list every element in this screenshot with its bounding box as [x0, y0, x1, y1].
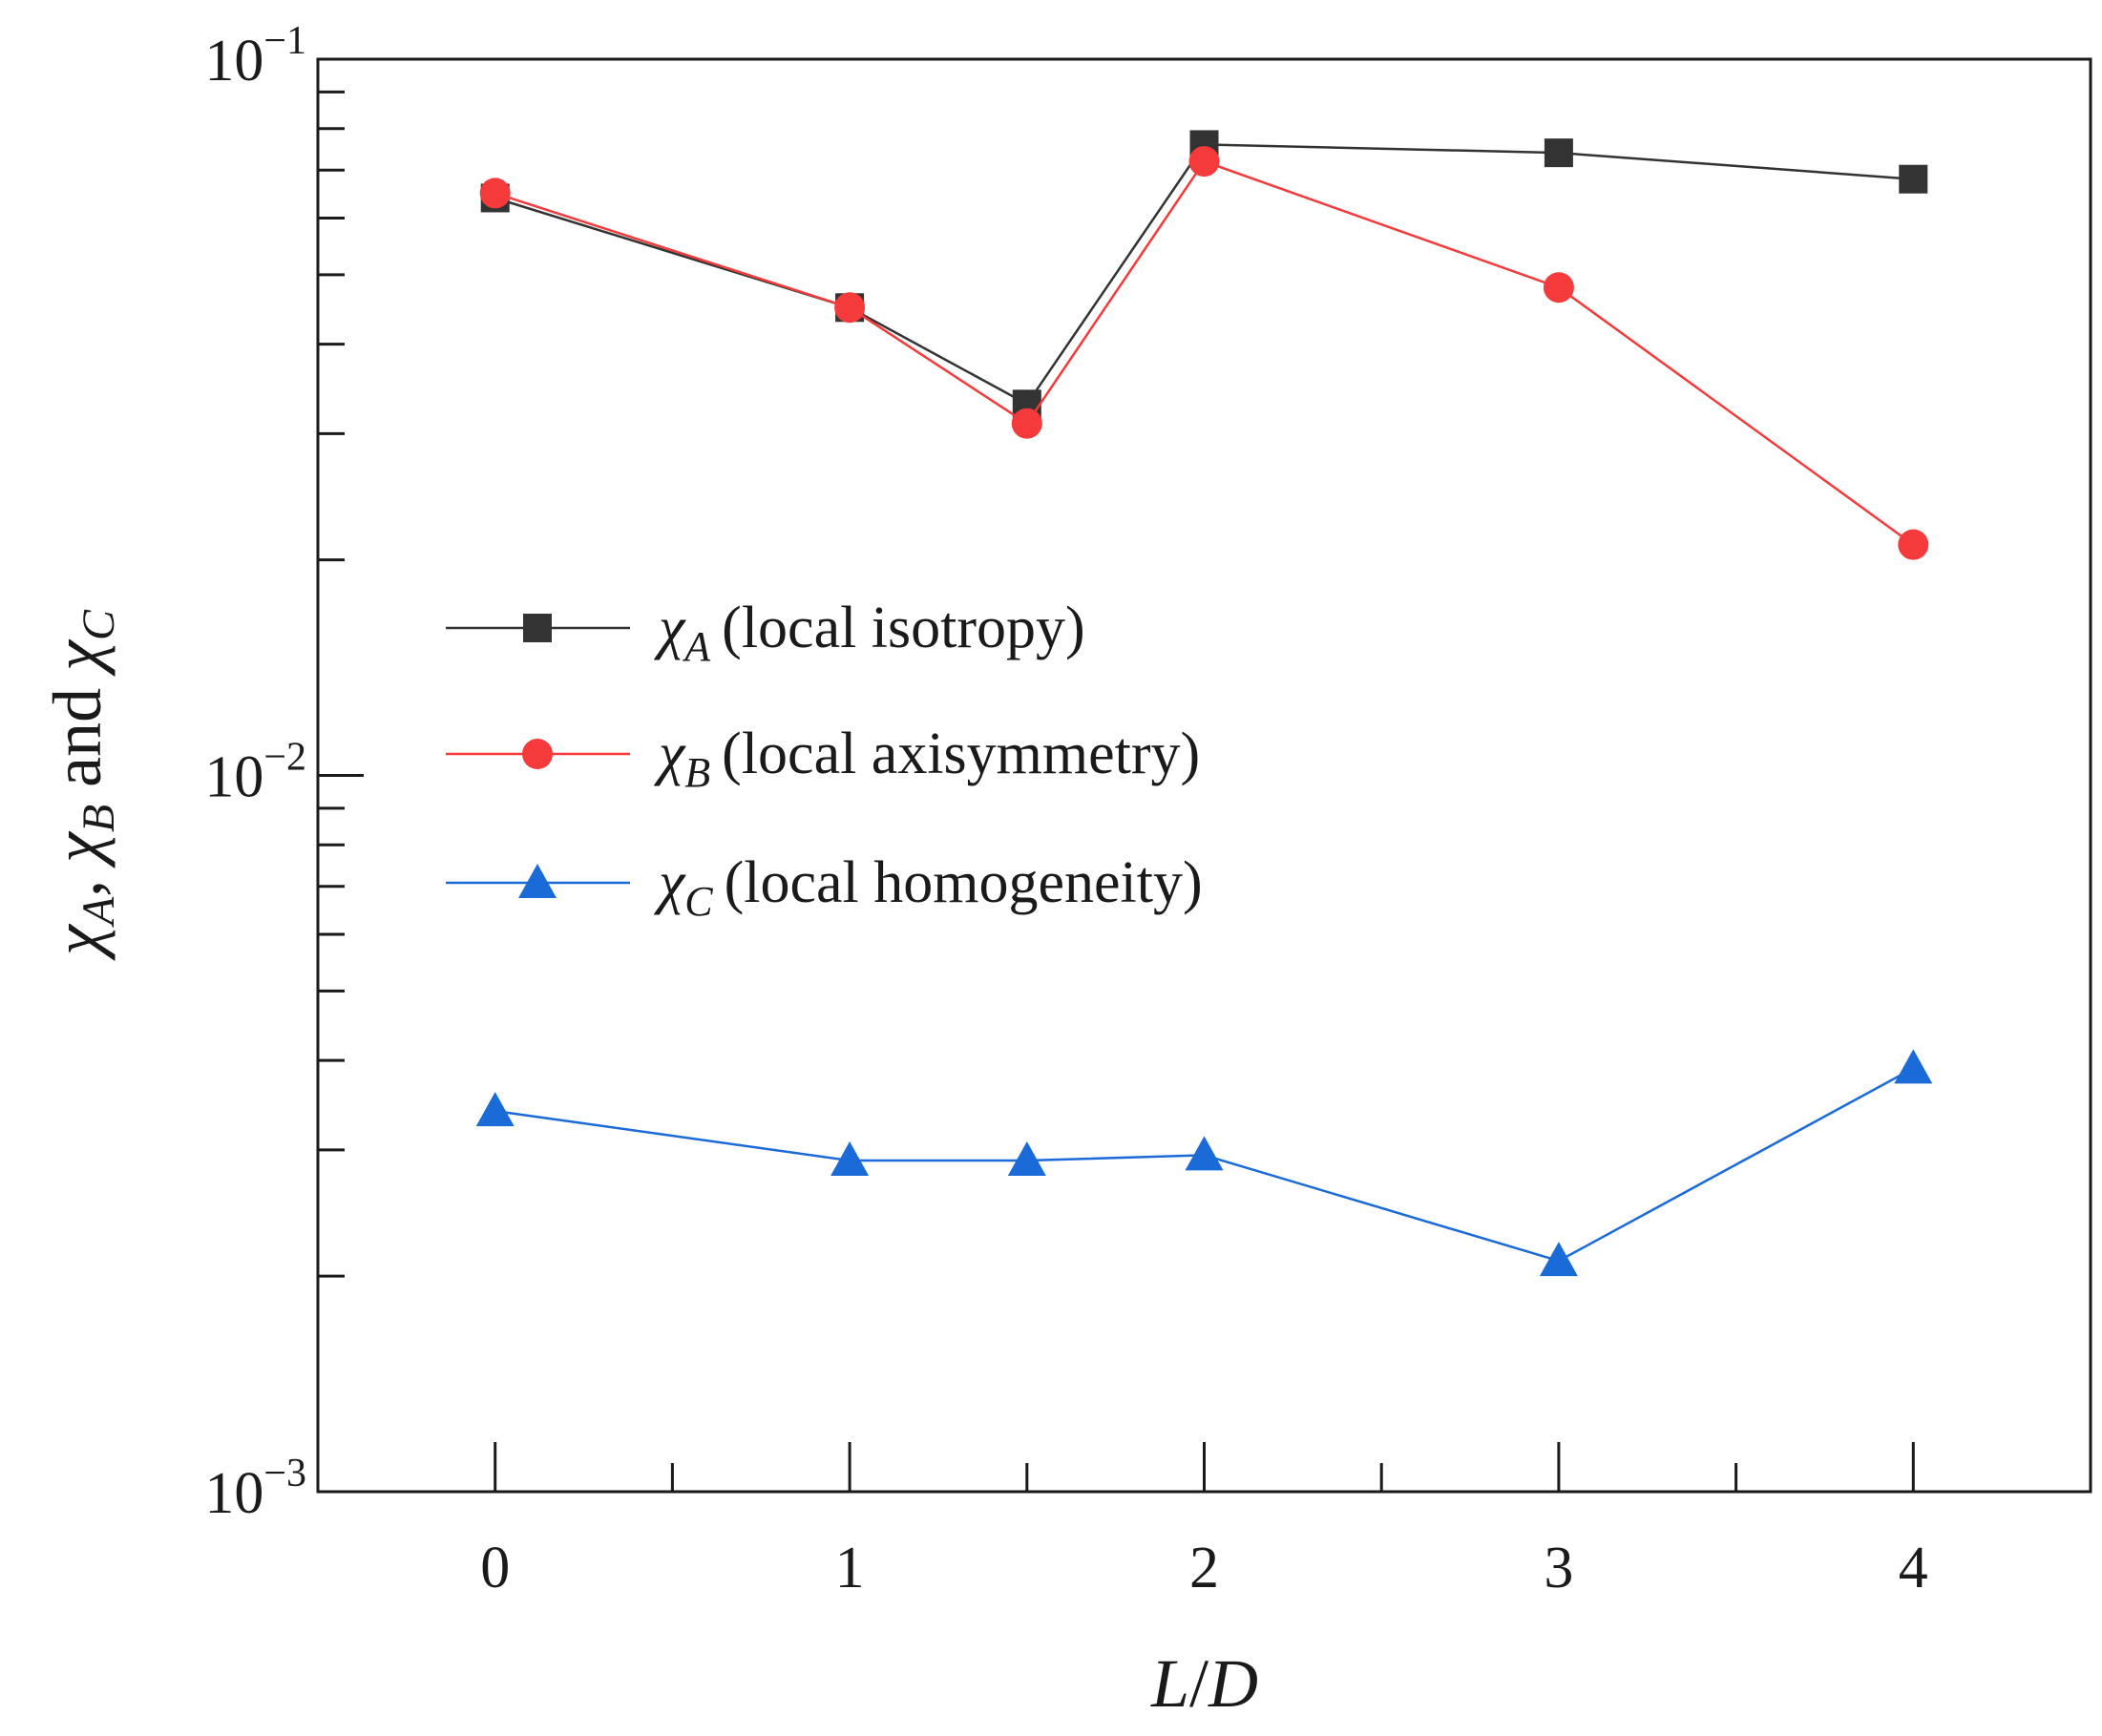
y-tick-exponent: −3 — [263, 1452, 306, 1495]
x-axis-ticks: 0 1 2 3 4 — [480, 1442, 1928, 1600]
legend-name: (local isotropy) — [722, 596, 1085, 660]
x-axis-title: L/D — [1150, 1645, 1258, 1722]
x-tick-label: 0 — [480, 1536, 510, 1600]
x-tick-label: 3 — [1544, 1536, 1573, 1600]
x-axis-title-var: L — [1150, 1645, 1189, 1722]
legend-name: (local axisymmetry) — [722, 722, 1200, 786]
series-line-c — [494, 1067, 1914, 1263]
legend-marker — [522, 739, 553, 769]
y-tick-exponent: −1 — [263, 19, 306, 63]
legend-name: (local homogeneity) — [725, 850, 1203, 915]
series-point-b — [1188, 146, 1220, 178]
y-tick-base: 10 — [204, 745, 263, 810]
series-point-b — [479, 178, 511, 209]
y-axis-ticks: 10−110−210−3 — [204, 19, 364, 1526]
y-title-sep: , — [39, 863, 116, 897]
y-tick-exponent: −2 — [263, 736, 306, 780]
legend-symbol: χ — [654, 850, 686, 915]
legend-label: χA (local isotropy) — [654, 596, 1085, 670]
y-title-chi-a: χ — [39, 923, 116, 961]
legend-marker — [518, 864, 557, 898]
y-title-chi-c: χ — [39, 638, 116, 677]
y-tick-base: 10 — [204, 29, 263, 94]
y-title-and: and — [39, 671, 116, 805]
x-tick-label: 1 — [835, 1536, 865, 1600]
series-point-a — [1899, 164, 1928, 194]
y-tick-base: 10 — [204, 1461, 263, 1526]
y-title-sub-a: A — [74, 896, 124, 928]
y-axis-title: χA, χB and χC — [39, 609, 124, 961]
y-title-chi-b: χ — [39, 830, 116, 868]
legend-subscript: B — [684, 749, 710, 796]
y-tick-label: 10−3 — [204, 1452, 306, 1526]
series-point-c — [1007, 1140, 1046, 1176]
series-point-b — [1543, 272, 1574, 303]
series-point-c — [475, 1092, 515, 1127]
series-layer — [475, 130, 1933, 1277]
y-title-sub-c: C — [74, 609, 124, 640]
series-point-b — [834, 292, 866, 324]
y-tick-label: 10−1 — [204, 19, 306, 94]
series-point-b — [1011, 408, 1042, 439]
series-line-a — [494, 143, 1914, 407]
legend-marker — [523, 614, 552, 642]
series-point-b — [1898, 529, 1929, 560]
plot-frame — [316, 57, 2092, 1494]
x-axis-title-sep: / — [1189, 1645, 1209, 1722]
series-point-c — [1894, 1049, 1933, 1084]
x-axis-title-var2: D — [1208, 1645, 1258, 1722]
legend-label: χB (local axisymmetry) — [654, 722, 1200, 796]
legend: χA (local isotropy)χB (local axisymmetry)χ… — [446, 596, 1203, 925]
legend-symbol: χ — [654, 596, 686, 660]
x-tick-label: 4 — [1899, 1536, 1928, 1600]
legend-subscript: C — [684, 878, 713, 925]
x-tick-label: 2 — [1189, 1536, 1219, 1600]
series-point-a — [1544, 138, 1573, 168]
legend-subscript: A — [682, 623, 711, 670]
legend-symbol: χ — [654, 722, 686, 786]
series-point-c — [1185, 1136, 1224, 1171]
series-point-c — [830, 1140, 870, 1176]
series-point-c — [1539, 1242, 1578, 1277]
series-line-b — [494, 159, 1915, 546]
y-tick-label: 10−2 — [204, 736, 306, 810]
y-title-sub-b: B — [74, 805, 124, 832]
legend-label: χC (local homogeneity) — [654, 850, 1203, 925]
